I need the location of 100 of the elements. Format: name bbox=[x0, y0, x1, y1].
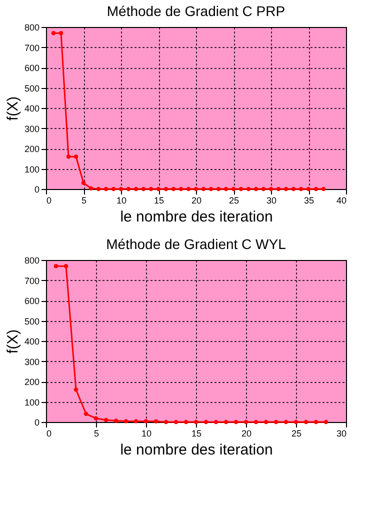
y-tick-label: 200 bbox=[24, 377, 40, 387]
x-tick-label: 30 bbox=[336, 428, 346, 438]
point bbox=[164, 420, 168, 424]
point bbox=[118, 186, 124, 192]
x-tick-label: 5 bbox=[94, 428, 100, 438]
point bbox=[144, 419, 148, 424]
point bbox=[314, 420, 318, 424]
point bbox=[304, 420, 308, 424]
point bbox=[194, 420, 198, 424]
point bbox=[66, 154, 71, 159]
point bbox=[216, 186, 221, 192]
y-tick-label: 700 bbox=[24, 42, 40, 53]
x-tick-label: 25 bbox=[228, 196, 240, 206]
point bbox=[154, 419, 158, 424]
point bbox=[208, 186, 214, 192]
y-tick-label: 100 bbox=[24, 397, 40, 408]
y-tick-label: 100 bbox=[24, 164, 40, 174]
point bbox=[306, 186, 311, 192]
point bbox=[276, 186, 281, 192]
point bbox=[324, 420, 328, 424]
point bbox=[246, 186, 251, 192]
x-tick-label: 40 bbox=[336, 196, 346, 206]
point bbox=[171, 186, 176, 192]
x-axis-title: le nombre des iteration bbox=[120, 208, 273, 226]
y-tick-label: 600 bbox=[24, 63, 40, 73]
point bbox=[141, 186, 146, 192]
point bbox=[178, 186, 184, 192]
point bbox=[74, 387, 78, 392]
point bbox=[164, 186, 168, 192]
point bbox=[134, 419, 138, 424]
point bbox=[298, 186, 304, 192]
y-axis-title: f(X) bbox=[4, 96, 22, 121]
point bbox=[231, 186, 236, 192]
y-tick-label: 0 bbox=[34, 418, 40, 428]
point bbox=[156, 186, 161, 192]
point bbox=[224, 186, 228, 192]
y-tick-label: 400 bbox=[24, 104, 40, 114]
x-tick-label: 25 bbox=[291, 428, 302, 438]
point bbox=[51, 30, 56, 36]
y-tick-label: 600 bbox=[24, 296, 40, 306]
point bbox=[81, 180, 86, 186]
point bbox=[64, 264, 68, 268]
point bbox=[224, 420, 228, 424]
y-tick-label: 700 bbox=[24, 276, 40, 286]
point bbox=[238, 186, 244, 192]
point bbox=[204, 420, 208, 424]
point bbox=[234, 420, 238, 424]
y-tick-label: 800 bbox=[24, 22, 40, 32]
chart-title: Méthode de Gradient C WYL bbox=[106, 236, 286, 252]
point bbox=[284, 186, 288, 192]
chart-title: Méthode de Gradient C PRP bbox=[106, 3, 286, 19]
point bbox=[54, 264, 58, 268]
point bbox=[321, 186, 326, 192]
point bbox=[294, 420, 298, 424]
point bbox=[314, 186, 318, 192]
y-axis-title: f(X) bbox=[4, 329, 22, 354]
point bbox=[254, 420, 258, 424]
x-tick-label: 0 bbox=[46, 196, 52, 206]
point bbox=[126, 186, 131, 192]
point bbox=[134, 186, 138, 192]
x-tick-label: 20 bbox=[241, 428, 252, 438]
y-tick-label: 500 bbox=[24, 83, 40, 94]
point bbox=[184, 420, 188, 424]
point bbox=[261, 186, 266, 192]
point bbox=[74, 154, 78, 159]
point bbox=[186, 186, 191, 192]
point bbox=[114, 418, 118, 423]
y-tick-label: 500 bbox=[24, 316, 40, 326]
point bbox=[254, 186, 258, 192]
point bbox=[84, 412, 88, 416]
x-tick-label: 15 bbox=[154, 196, 164, 206]
point bbox=[104, 418, 108, 422]
point bbox=[58, 30, 64, 36]
x-tick-label: 15 bbox=[191, 428, 202, 438]
y-tick-label: 300 bbox=[24, 124, 40, 134]
point bbox=[88, 186, 94, 191]
y-tick-label: 0 bbox=[34, 184, 40, 194]
point bbox=[214, 420, 218, 424]
point bbox=[201, 186, 206, 192]
x-tick-label: 35 bbox=[304, 196, 314, 206]
point bbox=[148, 186, 154, 192]
point bbox=[268, 186, 274, 192]
point bbox=[124, 419, 128, 424]
x-tick-label: 10 bbox=[116, 196, 127, 206]
x-tick-label: 0 bbox=[46, 428, 52, 438]
point bbox=[104, 186, 108, 192]
point bbox=[194, 186, 198, 192]
point bbox=[291, 186, 296, 192]
y-tick-label: 300 bbox=[24, 356, 40, 367]
x-tick-label: 30 bbox=[266, 196, 277, 206]
x-axis-title: le nombre des iteration bbox=[120, 442, 273, 458]
y-tick-label: 400 bbox=[24, 336, 40, 346]
point bbox=[94, 416, 98, 420]
point bbox=[96, 186, 101, 192]
y-tick-label: 200 bbox=[24, 144, 40, 154]
point bbox=[174, 420, 178, 424]
x-tick-label: 5 bbox=[81, 196, 87, 206]
point bbox=[274, 420, 278, 424]
point bbox=[284, 420, 288, 424]
point bbox=[111, 186, 116, 192]
